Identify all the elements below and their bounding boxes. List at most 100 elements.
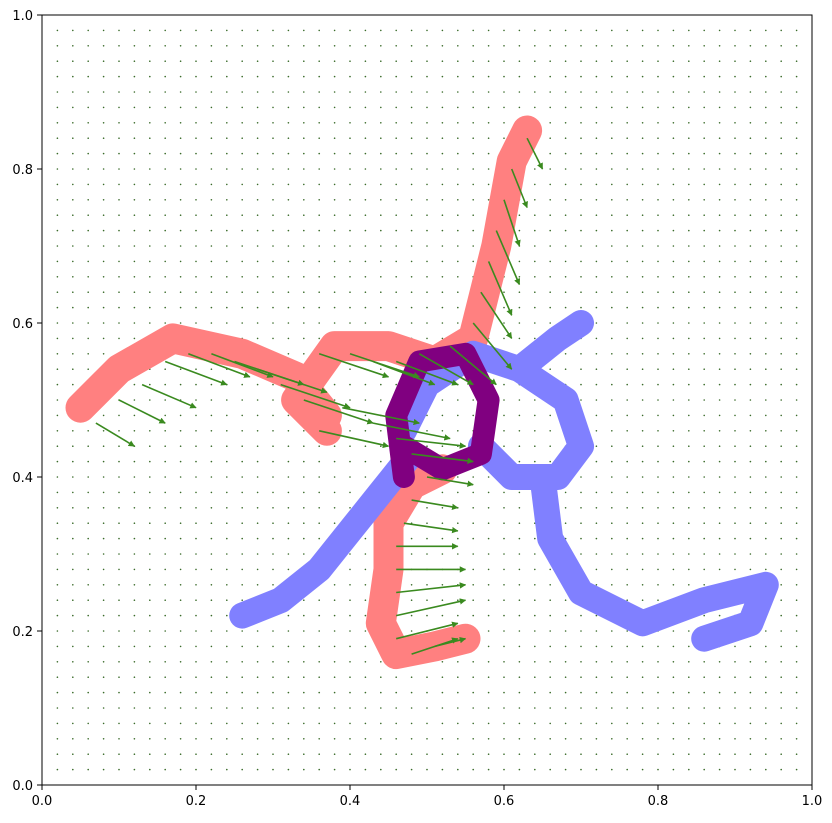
grid-point bbox=[87, 630, 89, 632]
grid-point bbox=[688, 122, 690, 124]
grid-point bbox=[349, 137, 351, 139]
grid-point bbox=[657, 260, 659, 263]
grid-point bbox=[118, 768, 120, 771]
grid-point bbox=[164, 768, 166, 771]
grid-point bbox=[611, 768, 613, 771]
grid-point bbox=[102, 599, 105, 601]
grid-point bbox=[641, 507, 644, 509]
grid-point bbox=[765, 137, 767, 139]
grid-point bbox=[641, 260, 644, 263]
grid-point bbox=[272, 584, 274, 586]
grid-point bbox=[472, 537, 475, 540]
grid-point bbox=[564, 260, 567, 263]
grid-point bbox=[395, 306, 398, 309]
grid-point bbox=[164, 60, 166, 62]
grid-point bbox=[380, 753, 382, 755]
grid-point bbox=[56, 199, 59, 201]
grid-point bbox=[734, 676, 736, 678]
grid-point bbox=[626, 106, 628, 109]
grid-point bbox=[672, 491, 675, 494]
grid-point bbox=[780, 399, 782, 401]
grid-point bbox=[795, 553, 798, 555]
grid-point bbox=[595, 691, 598, 694]
grid-point bbox=[164, 168, 166, 170]
grid-point bbox=[149, 553, 151, 555]
grid-point bbox=[226, 553, 228, 555]
y-tick-label: 0.6 bbox=[12, 317, 33, 332]
grid-point bbox=[210, 399, 213, 401]
grid-point bbox=[272, 306, 274, 309]
grid-point bbox=[518, 106, 521, 109]
grid-point bbox=[87, 738, 89, 740]
grid-point bbox=[241, 322, 243, 324]
grid-point bbox=[380, 707, 382, 709]
grid-point bbox=[765, 199, 767, 201]
grid-point bbox=[626, 45, 628, 47]
grid-point bbox=[56, 614, 59, 617]
grid-point bbox=[349, 691, 351, 694]
grid-point bbox=[210, 75, 213, 78]
grid-point bbox=[395, 691, 398, 694]
grid-point bbox=[349, 399, 351, 401]
grid-point bbox=[195, 137, 197, 139]
grid-point bbox=[765, 229, 767, 232]
grid-point bbox=[672, 337, 675, 340]
grid-point bbox=[472, 722, 475, 725]
grid-point bbox=[580, 214, 582, 216]
grid-point bbox=[749, 45, 752, 47]
grid-point bbox=[534, 753, 536, 755]
grid-point bbox=[210, 522, 213, 524]
grid-point bbox=[195, 399, 197, 401]
grid-point bbox=[641, 568, 644, 571]
grid-point bbox=[749, 183, 752, 186]
grid-point bbox=[179, 738, 182, 740]
grid-point bbox=[795, 753, 798, 755]
grid-point bbox=[441, 168, 444, 170]
grid-point bbox=[164, 630, 166, 632]
grid-point bbox=[72, 599, 74, 601]
grid-point bbox=[734, 91, 736, 93]
grid-point bbox=[287, 106, 290, 109]
grid-point bbox=[611, 537, 613, 540]
displacement-arrow bbox=[487, 261, 513, 316]
grid-point bbox=[780, 229, 782, 232]
grid-point bbox=[241, 91, 243, 93]
grid-point bbox=[641, 491, 644, 494]
grid-point bbox=[734, 568, 736, 571]
grid-point bbox=[287, 306, 290, 309]
grid-point bbox=[487, 75, 490, 78]
grid-point bbox=[333, 152, 336, 155]
x-tick: 1.0 bbox=[802, 785, 822, 809]
grid-point bbox=[56, 676, 59, 678]
grid-point bbox=[179, 522, 182, 524]
grid-point bbox=[672, 383, 675, 386]
grid-point bbox=[472, 691, 475, 694]
grid-point bbox=[534, 599, 536, 601]
grid-point bbox=[272, 661, 274, 663]
grid-point bbox=[549, 199, 551, 201]
grid-point bbox=[410, 291, 413, 294]
grid-point bbox=[179, 45, 182, 47]
grid-point bbox=[149, 168, 151, 170]
grid-point bbox=[256, 291, 259, 294]
grid-point bbox=[226, 399, 228, 401]
grid-point bbox=[534, 29, 536, 32]
grid-point bbox=[795, 630, 798, 632]
grid-point bbox=[72, 291, 74, 294]
grid-point bbox=[179, 306, 182, 309]
grid-point bbox=[688, 214, 690, 216]
grid-point bbox=[164, 753, 166, 755]
grid-point bbox=[380, 383, 382, 386]
grid-point bbox=[564, 276, 567, 278]
grid-point bbox=[672, 122, 675, 124]
grid-point bbox=[179, 676, 182, 678]
grid-point bbox=[364, 753, 367, 755]
grid-point bbox=[349, 106, 351, 109]
grid-point bbox=[611, 260, 613, 263]
grid-point bbox=[626, 183, 628, 186]
grid-point bbox=[534, 414, 536, 417]
grid-point bbox=[195, 707, 197, 709]
grid-point bbox=[272, 553, 274, 555]
grid-point bbox=[87, 476, 89, 478]
grid-point bbox=[472, 676, 475, 678]
